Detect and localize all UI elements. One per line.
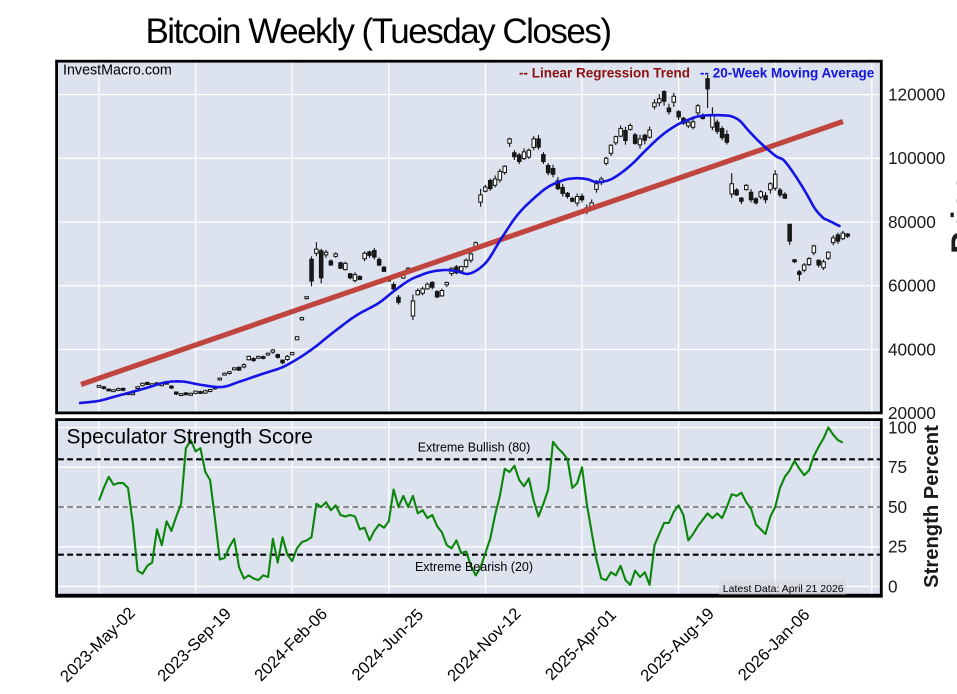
svg-text:Latest Data: April 21 2026: Latest Data: April 21 2026	[723, 583, 844, 595]
svg-text:-- Linear Regression Trend: -- Linear Regression Trend	[519, 66, 690, 81]
svg-text:80000: 80000	[888, 212, 936, 232]
svg-text:25: 25	[888, 537, 907, 557]
svg-text:75: 75	[888, 457, 907, 477]
svg-text:50: 50	[888, 497, 907, 517]
svg-text:InvestMacro.com: InvestMacro.com	[63, 63, 172, 79]
svg-text:Bitcoin Weekly (Tuesday Closes: Bitcoin Weekly (Tuesday Closes)	[145, 12, 610, 51]
svg-text:120000: 120000	[888, 85, 945, 105]
svg-text:Price: Price	[945, 174, 957, 254]
svg-text:Extreme Bullish (80): Extreme Bullish (80)	[418, 441, 531, 455]
svg-text:Strength Percent: Strength Percent	[921, 425, 943, 588]
svg-text:100000: 100000	[888, 148, 945, 168]
svg-text:40000: 40000	[888, 339, 936, 359]
svg-text:Extreme Bearish (20): Extreme Bearish (20)	[415, 560, 533, 574]
svg-text:Speculator Strength Score: Speculator Strength Score	[67, 426, 313, 449]
svg-text:20000: 20000	[888, 403, 936, 423]
svg-text:0: 0	[888, 576, 898, 596]
svg-text:100: 100	[888, 417, 917, 437]
svg-text:-- 20-Week Moving Average: -- 20-Week Moving Average	[700, 66, 875, 81]
svg-text:60000: 60000	[888, 276, 936, 296]
